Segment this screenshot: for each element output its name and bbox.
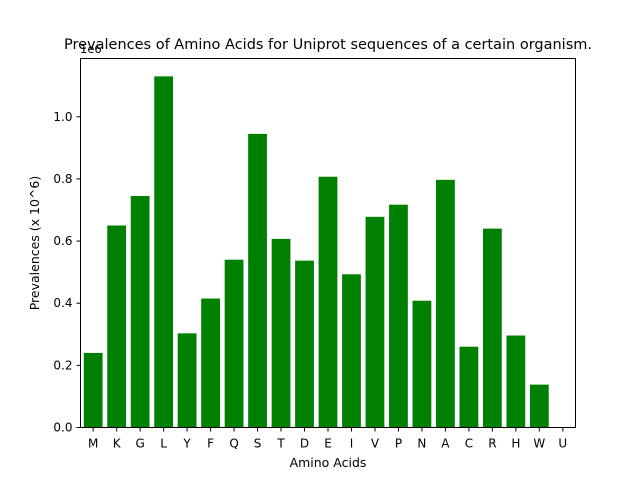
y-tick-label-0.0: 0.0 [53, 421, 72, 435]
bar-I [342, 274, 361, 428]
bar-Q [224, 259, 244, 428]
x-tick-label-C: C [465, 437, 473, 451]
x-tick-label-I: I [350, 437, 354, 451]
x-tick-label-M: M [88, 437, 98, 451]
bar-D [295, 260, 314, 428]
x-tick-label-P: P [395, 437, 402, 451]
y-tick-label-0.2: 0.2 [53, 358, 72, 372]
x-tick-label-E: E [324, 437, 332, 451]
x-tick-label-H: H [511, 437, 520, 451]
bar-P [389, 204, 408, 428]
x-axis-label: Amino Acids [290, 455, 367, 470]
y-axis-offset-label: 1e6 [80, 42, 102, 56]
bar-T [271, 238, 291, 428]
bar-K [107, 225, 127, 428]
y-axis-label: Prevalences (x 10^6) [27, 176, 42, 311]
bar-G [130, 196, 150, 428]
x-tick-label-Q: Q [229, 437, 238, 451]
x-tick-label-Y: Y [182, 437, 191, 451]
y-tick-label-0.6: 0.6 [53, 234, 72, 248]
plot-frame [80, 58, 576, 428]
bar-H [506, 335, 526, 428]
x-tick-label-A: A [441, 437, 450, 451]
x-tick-label-S: S [254, 437, 262, 451]
bar-A [436, 179, 455, 428]
x-tick-label-V: V [371, 437, 380, 451]
bar-L [154, 76, 174, 428]
bar-E [318, 176, 338, 428]
x-tick-label-F: F [207, 437, 214, 451]
bar-Y [177, 333, 197, 428]
bar-F [201, 298, 220, 428]
y-tick-label-0.4: 0.4 [53, 296, 72, 310]
x-tick-label-W: W [533, 437, 545, 451]
x-tick-label-T: T [276, 437, 285, 451]
chart-title: Prevalences of Amino Acids for Uniprot s… [64, 37, 592, 53]
x-tick-label-K: K [113, 437, 122, 451]
x-tick-label-R: R [488, 437, 496, 451]
bar-M [83, 352, 103, 428]
bar-R [482, 228, 502, 428]
x-tick-label-U: U [558, 437, 567, 451]
x-tick-label-N: N [417, 437, 426, 451]
y-ticks-group: 0.0 0.2 0.4 0.6 0.8 1.0 [53, 110, 81, 435]
y-tick-label-1.0: 1.0 [53, 110, 72, 124]
x-tick-label-G: G [135, 437, 144, 451]
bar-S [248, 133, 267, 428]
y-tick-label-0.8: 0.8 [53, 172, 72, 186]
bar-N [412, 300, 432, 428]
x-tick-label-D: D [300, 437, 309, 451]
bar-C [459, 346, 479, 428]
bars-group [83, 76, 549, 428]
bar-W [529, 384, 549, 428]
x-tick-label-L: L [160, 437, 167, 451]
bar-V [365, 216, 385, 428]
